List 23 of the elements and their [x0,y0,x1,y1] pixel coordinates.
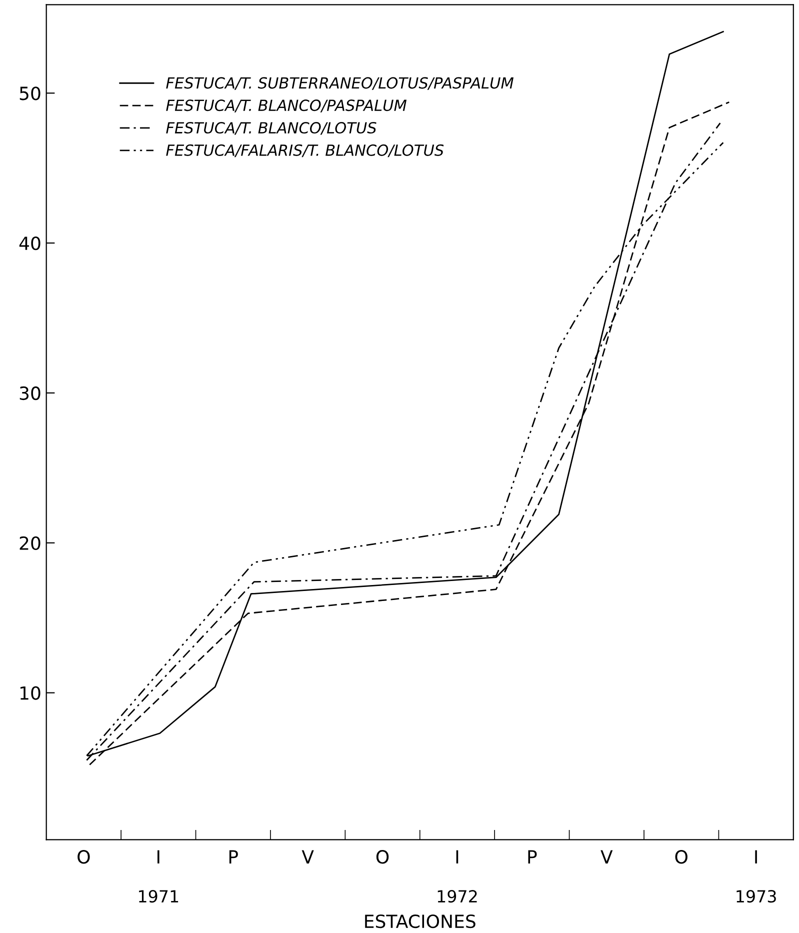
y-tick-label: 40 [19,236,40,250]
x-axis-title: ESTACIONES [365,914,476,928]
legend-label: FESTUCA/FALARIS/T. BLANCO/LOTUS [166,144,444,158]
text: V [302,850,314,864]
text: O [675,850,688,864]
y-tick-label: 30 [20,386,40,400]
legend-label: FESTUCA/T. BLANCO/PASPALUM [166,100,407,112]
text: I [755,850,757,864]
x-tick-label: 1972 [438,890,477,903]
text: I [158,850,160,864]
legend-label: FESTUCA/T. SUBTERRANEO/LOTUS/PASPALUM [166,77,514,90]
legend-label: FESTUCA/T. BLANCO/LOTUS [166,122,376,135]
text: I [456,850,458,864]
text: O [78,850,90,864]
text: V [600,850,613,864]
y-tick-label: 10 [20,686,40,700]
y-tick-label: 20 [20,536,40,550]
text: O [376,850,389,864]
y-tick-label: 50 [20,86,40,100]
text: P [229,850,238,864]
x-tick-label: 1973 [736,890,776,903]
text: P [528,850,537,864]
x-tick-label: 1971 [139,890,178,903]
